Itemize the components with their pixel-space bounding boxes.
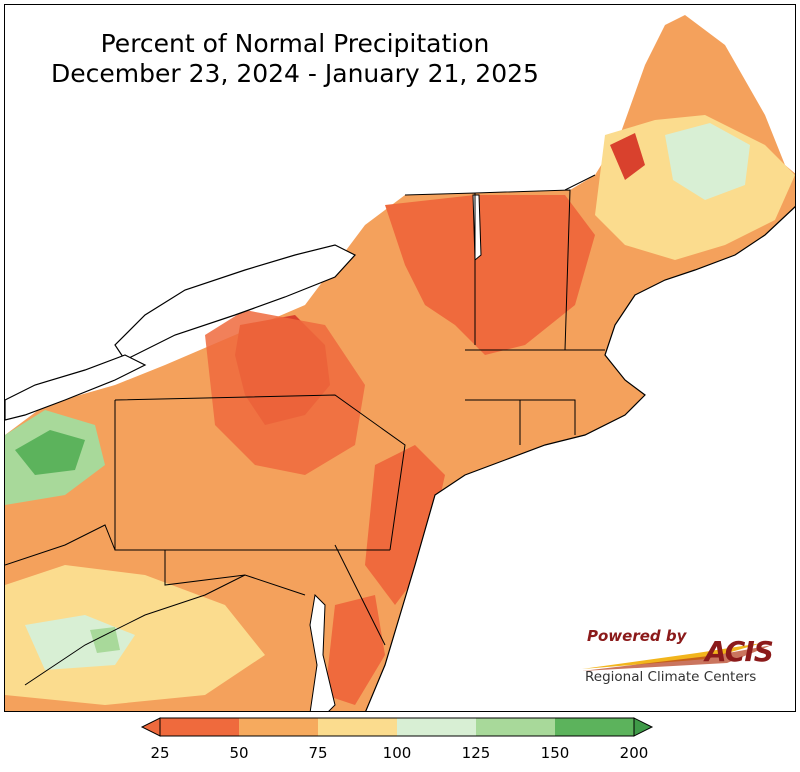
legend-swatch [239,718,318,736]
color-legend: 25 50 75 100 125 150 200 [140,716,654,772]
north-dry-band [385,195,595,355]
legend-tick-label: 150 [540,744,570,762]
ohio-very-wet [15,430,85,475]
map-frame: Percent of Normal Precipitation December… [4,4,796,712]
lake-erie [5,354,147,421]
map-title: Percent of Normal Precipitation [100,29,490,58]
southern-green [90,627,120,653]
lake-champlain [472,194,482,262]
legend-over-arrow [633,717,654,737]
maine-dry-core [610,133,645,180]
powered-by-text: Powered by [587,627,687,645]
legend-tick-label: 50 [229,744,249,762]
map-date-range: December 23, 2024 - January 21, 2025 [51,59,539,88]
legend-swatch [318,718,397,736]
legend-swatch [160,718,239,736]
legend-tick-label: 100 [382,744,412,762]
pa-dry-surround [205,310,365,475]
legend-tick-label: 125 [461,744,491,762]
acis-swoosh-icon [582,643,772,671]
legend-under-arrow [140,717,161,737]
legend-tick-label: 200 [619,744,649,762]
regional-climate-centers-text: Regional Climate Centers [585,669,757,685]
maine-near-normal [665,123,750,200]
state-borders [5,174,605,686]
legend-swatch [397,718,476,736]
legend-swatch [555,718,634,736]
legend-swatch [476,718,555,736]
legend-tick-label: 75 [308,744,328,762]
chesapeake-bay [309,593,336,711]
acis-logo: Powered by ACIS Regional Climate Centers [577,625,777,695]
lake-ontario [114,244,356,361]
acis-text: ACIS [705,635,774,668]
legend-tick-label: 25 [150,744,170,762]
delmarva-dry [325,595,385,705]
atlantic-ocean [365,206,795,711]
precipitation-map [5,15,795,711]
legend-colorbar [140,717,654,737]
